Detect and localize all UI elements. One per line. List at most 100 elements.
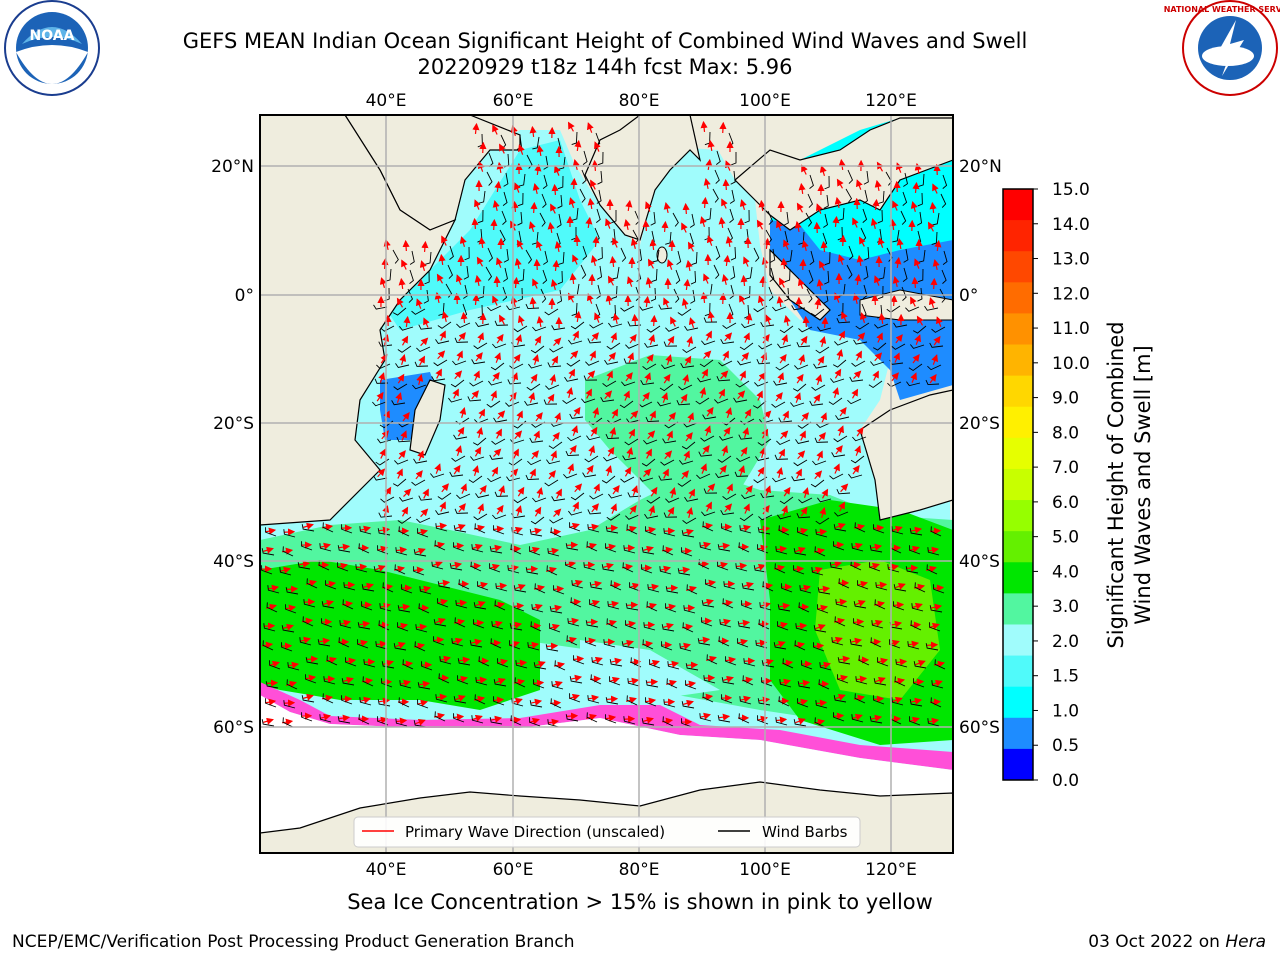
wind-barb: [857, 580, 869, 590]
wind-barb: [768, 286, 774, 301]
wave-direction-arrow: [743, 332, 750, 343]
wave-direction-arrow: [833, 463, 840, 474]
wave-direction-arrow: [801, 412, 809, 422]
wind-barb: [531, 421, 546, 428]
wave-direction-arrow: [363, 582, 374, 590]
wave-direction-arrow: [699, 216, 707, 227]
wind-barb: [373, 475, 388, 481]
wave-direction-arrow: [721, 274, 729, 285]
wave-direction-arrow: [819, 260, 826, 271]
wave-direction-arrow: [536, 487, 544, 498]
wind-barb: [281, 642, 293, 652]
wind-barb: [458, 579, 470, 590]
wave-direction-arrow: [929, 622, 940, 630]
wave-direction-arrow: [363, 658, 376, 666]
wave-direction-arrow: [669, 487, 677, 498]
wind-barb: [374, 378, 389, 384]
wind-barb: [914, 582, 926, 593]
wave-direction-arrow: [300, 636, 311, 644]
wind-barb: [701, 511, 716, 517]
wave-direction-arrow: [567, 463, 574, 474]
wind-barb: [451, 638, 464, 647]
wave-direction-arrow: [478, 408, 486, 419]
wind-barb: [585, 360, 600, 366]
wave-direction-arrow: [396, 297, 404, 308]
wave-direction-arrow: [935, 316, 943, 327]
wave-direction-arrow: [834, 368, 842, 379]
wind-barb: [659, 566, 672, 575]
wave-direction-arrow: [608, 352, 616, 362]
wind-barb: [529, 546, 541, 556]
wind-barb: [741, 583, 755, 591]
wave-direction-arrow: [798, 182, 806, 195]
wind-barb: [813, 642, 825, 652]
wave-direction-arrow: [704, 425, 712, 436]
wind-barb: [649, 659, 661, 669]
wind-barb: [439, 656, 452, 665]
wind-barb: [739, 342, 754, 351]
wave-direction-arrow: [517, 144, 525, 155]
wave-direction-arrow: [423, 317, 430, 328]
wave-direction-arrow: [780, 257, 788, 270]
wave-direction-arrow: [403, 488, 412, 498]
wind-barb: [663, 341, 678, 347]
wave-direction-arrow: [906, 564, 919, 572]
wind-barb: [794, 640, 806, 651]
wave-direction-arrow: [819, 165, 827, 176]
wind-barb: [917, 287, 923, 302]
wave-direction-arrow: [569, 444, 577, 455]
wind-barb: [849, 639, 863, 647]
wave-direction-arrow: [490, 544, 503, 552]
wind-barb: [911, 603, 924, 612]
wave-direction-arrow: [605, 293, 613, 306]
wave-direction-arrow: [887, 563, 900, 571]
wind-barb: [550, 527, 562, 538]
wave-direction-arrow: [818, 585, 831, 593]
wind-barb: [627, 321, 642, 327]
wind-barb: [625, 514, 640, 520]
wind-barb: [907, 641, 920, 650]
wave-direction-arrow: [510, 468, 519, 478]
wave-direction-arrow: [624, 620, 637, 628]
wave-direction-arrow: [452, 388, 459, 399]
wind-barb: [753, 476, 768, 484]
wind-barb: [716, 376, 731, 382]
wind-barb: [545, 384, 560, 390]
wave-direction-arrow: [590, 179, 597, 190]
wave-direction-arrow: [930, 603, 943, 611]
wave-direction-arrow: [594, 141, 601, 152]
wind-barb: [646, 601, 658, 612]
wind-barb: [925, 643, 939, 651]
wind-barb: [545, 644, 559, 652]
wave-direction-arrow: [795, 546, 806, 554]
wave-direction-arrow: [724, 503, 733, 513]
wave-direction-arrow: [568, 197, 576, 208]
wave-direction-arrow: [416, 374, 424, 385]
wave-direction-arrow: [517, 315, 525, 326]
wave-direction-arrow: [458, 332, 466, 342]
colorbar-label: Significant Height of Combined Wind Wave…: [1104, 321, 1155, 648]
wave-direction-arrow: [418, 355, 426, 366]
wave-direction-arrow: [588, 445, 596, 456]
wave-direction-arrow: [812, 566, 823, 574]
wind-barb: [808, 269, 814, 284]
wind-barb: [265, 527, 277, 537]
wind-barb: [929, 622, 941, 632]
wind-barb: [471, 544, 484, 553]
wave-direction-arrow: [933, 335, 941, 346]
colorbar-swatch: [1003, 251, 1033, 283]
wind-barb: [547, 548, 560, 557]
wind-barb: [563, 473, 578, 479]
wind-barb: [850, 455, 865, 464]
wind-barb: [729, 189, 735, 204]
wind-barb: [741, 600, 753, 610]
wind-barb: [813, 363, 828, 369]
wave-direction-arrow: [452, 542, 465, 550]
wave-direction-arrow: [663, 297, 670, 308]
wind-barb: [835, 415, 850, 420]
wave-direction-arrow: [782, 410, 789, 421]
wave-direction-arrow: [700, 120, 708, 133]
wind-barb: [470, 456, 485, 461]
wave-direction-arrow: [569, 522, 580, 530]
wave-direction-arrow: [775, 392, 783, 402]
